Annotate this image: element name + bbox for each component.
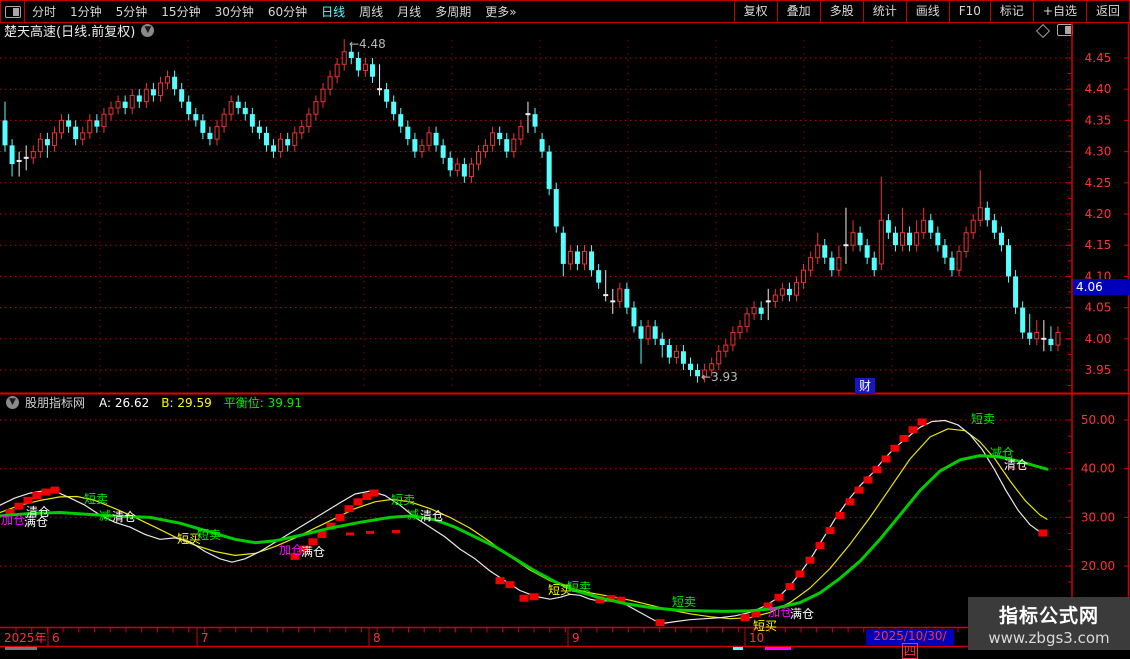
- bottom-cutoff-fragment: [765, 647, 791, 650]
- chevron-down-icon[interactable]: ▼: [6, 396, 19, 409]
- menu-item-分时[interactable]: 分时: [32, 5, 57, 19]
- y-axis-label: 50.00: [1081, 413, 1115, 427]
- chevron-down-icon[interactable]: ▼: [141, 24, 155, 37]
- menu-item-月线[interactable]: 月线: [397, 5, 422, 19]
- x-axis-month-label: 6: [52, 631, 60, 645]
- menu-item-叠加[interactable]: 叠加: [776, 1, 820, 22]
- indicator-header: ▼ 股朋指标网 A: 26.62 B: 29.59 平衡位: 39.91: [0, 394, 302, 411]
- y-axis-label: 4.25: [1085, 176, 1112, 190]
- page-title: 楚天高速(日线.前复权): [4, 25, 136, 40]
- menu-item-标记[interactable]: 标记: [989, 1, 1033, 22]
- signal-label: 减: [407, 508, 419, 522]
- y-axis-label: 4.30: [1085, 145, 1112, 159]
- svg-text:←4.48: ←4.48: [349, 37, 386, 51]
- signal-label: 满仓: [24, 515, 48, 529]
- y-axis-label: 4.15: [1085, 238, 1112, 252]
- signal-label: 满仓: [790, 607, 814, 621]
- y-axis-label: 4.45: [1085, 51, 1112, 65]
- menu-item-统计[interactable]: 统计: [862, 1, 906, 22]
- y-axis-label: 30.00: [1081, 510, 1115, 524]
- signal-label: 短买: [177, 532, 201, 546]
- signal-label: 短卖: [197, 528, 221, 542]
- menu-item-复权[interactable]: 复权: [733, 1, 777, 22]
- signal-label: 短卖: [971, 412, 995, 426]
- indicator-a-value: A: 26.62: [99, 395, 150, 410]
- signal-label: 短买: [548, 583, 572, 597]
- watermark-url: www.zbgs3.com: [988, 629, 1110, 647]
- menu-item-F10[interactable]: F10: [948, 1, 990, 22]
- y-axis-label: 3.95: [1085, 363, 1112, 377]
- axis-frame: [0, 22, 1130, 648]
- signal-label: 短卖: [567, 580, 591, 594]
- tools-menu: 复权 叠加 多股 统计 画线 F10 标记 +自选 返回: [733, 1, 1129, 22]
- signal-label: 短卖: [391, 493, 415, 507]
- signal-label: 清仓: [420, 509, 444, 523]
- bottom-cutoff-fragment: [733, 647, 743, 650]
- bottom-cutoff-fragment: [5, 647, 37, 650]
- watermark: 指标公式网 www.zbgs3.com: [968, 597, 1130, 650]
- top-menubar: 分时 1分钟 5分钟 15分钟 30分钟 60分钟 日线 周线 月线 多周期 更多» 复权 叠加 多股统…: [0, 0, 1130, 23]
- chart-annotations: ←4.48 ←3.93: [349, 37, 738, 384]
- layout-toggle-cell[interactable]: [1, 1, 25, 22]
- indicator-name: 股朋指标网: [25, 396, 86, 410]
- menu-item-30分钟[interactable]: 30分钟: [214, 5, 254, 19]
- y-axis-label: 4.20: [1085, 207, 1112, 221]
- menu-item-多周期[interactable]: 多周期: [435, 5, 472, 19]
- signal-label: 加仓: [768, 605, 792, 619]
- x-axis-year-label: 2025年: [4, 631, 47, 645]
- x-axis-month-label: 9: [572, 631, 580, 645]
- svg-text:←3.93: ←3.93: [701, 370, 738, 384]
- menu-item-多股[interactable]: 多股: [819, 1, 863, 22]
- signal-label: 短卖: [84, 492, 108, 506]
- signal-label: 短卖: [672, 595, 696, 609]
- menu-item-5分钟[interactable]: 5分钟: [115, 5, 148, 19]
- menu-item-15分钟[interactable]: 15分钟: [161, 5, 201, 19]
- selected-date-box: 2025/10/30/四: [866, 629, 954, 659]
- x-axis-month-label: 8: [373, 631, 381, 645]
- signal-label: 加仓: [1, 513, 25, 527]
- menu-item-返回[interactable]: 返回: [1085, 1, 1129, 22]
- x-axis-month-label: 10: [749, 631, 764, 645]
- signal-label: 加仓: [279, 543, 303, 557]
- y-axis-label: 4.35: [1085, 113, 1112, 127]
- menu-item-1分钟[interactable]: 1分钟: [70, 5, 102, 19]
- y-axis-label: 4.05: [1085, 301, 1112, 315]
- signal-label: 清仓: [1004, 458, 1028, 472]
- price-y-axis: 4.454.404.354.304.254.204.154.104.054.00…: [1066, 51, 1128, 615]
- menu-item-画线[interactable]: 画线: [905, 1, 949, 22]
- menu-item-日线[interactable]: 日线: [321, 5, 346, 19]
- y-axis-label: 4.00: [1085, 332, 1112, 346]
- news-badge[interactable]: 财: [855, 378, 875, 394]
- menu-item-+自选[interactable]: +自选: [1032, 1, 1086, 22]
- candlestick-chart: [2, 39, 1061, 383]
- indicator-gridlines: [0, 419, 1071, 567]
- menu-item-周线[interactable]: 周线: [359, 5, 384, 19]
- y-axis-label: 40.00: [1081, 462, 1115, 476]
- y-axis-label: 20.00: [1081, 559, 1115, 573]
- signal-label: 短买: [753, 619, 777, 633]
- menu-item-60分钟[interactable]: 60分钟: [267, 5, 308, 19]
- signal-label: 满仓: [301, 545, 325, 559]
- current-price-marker: 4.06: [1073, 279, 1130, 295]
- window-split-icon: [4, 5, 21, 18]
- period-menu: 分时 1分钟 5分钟 15分钟 30分钟 60分钟 日线 周线 月线 多周期 更多»: [25, 3, 524, 20]
- y-axis-label: 4.40: [1085, 82, 1112, 96]
- indicator-b-value: B: 29.59: [161, 395, 212, 410]
- indicator-balance-value: 平衡位: 39.91: [223, 396, 302, 410]
- watermark-title: 指标公式网: [998, 605, 1099, 627]
- signal-label: 减仓: [990, 446, 1014, 460]
- x-axis-month-label: 7: [201, 631, 209, 645]
- menu-item-更多»[interactable]: 更多»: [485, 5, 517, 19]
- signal-label: 清仓: [112, 510, 136, 524]
- signal-label: 清仓: [26, 505, 50, 519]
- signal-label: 减: [99, 509, 111, 523]
- chart-titlebar: 楚天高速(日线.前复权) ▼: [0, 22, 155, 40]
